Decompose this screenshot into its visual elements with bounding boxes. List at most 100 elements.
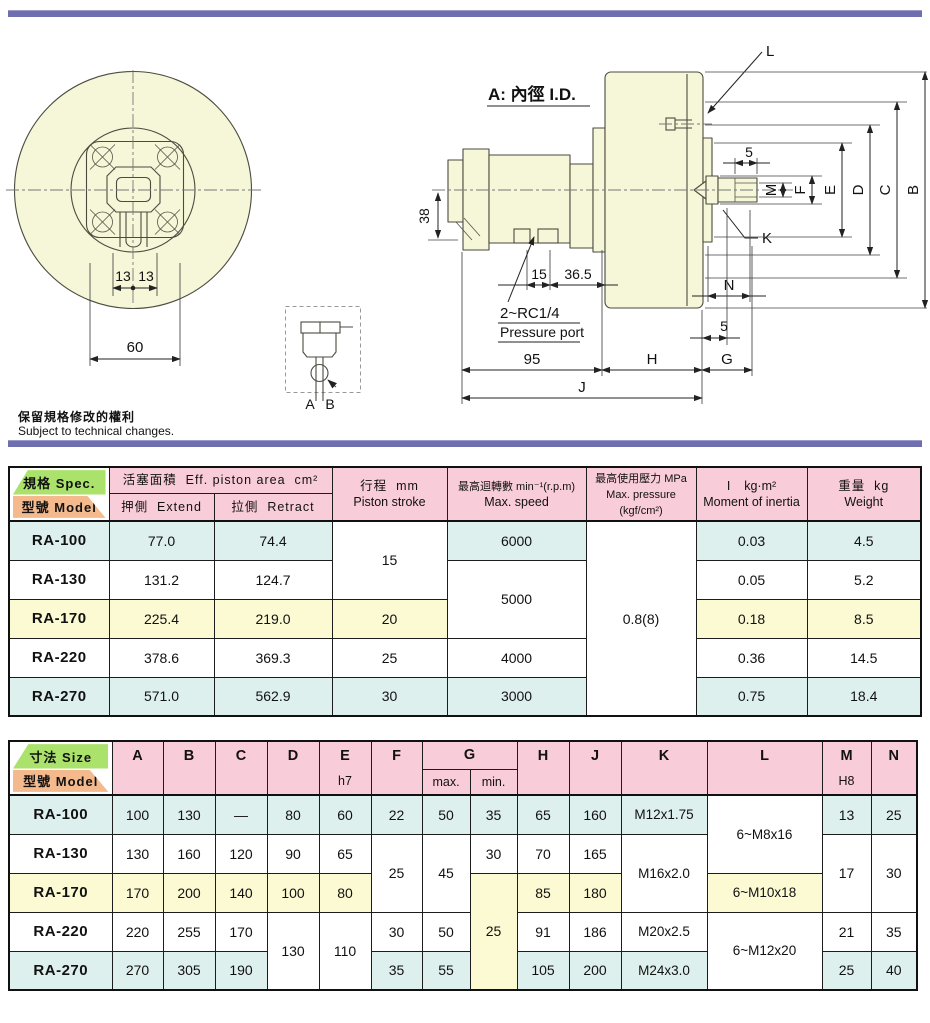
header-retract: 拉側 Retract xyxy=(213,492,333,522)
technical-drawings: 13 13 60 A B A: 內徑 I.D. xyxy=(6,43,929,410)
dim-cell-c: — xyxy=(214,794,268,835)
model-banner: 型號 Model xyxy=(12,495,106,518)
dim-label-M: M xyxy=(763,184,780,197)
model-cell: RA-270 xyxy=(8,676,110,717)
weight-cell: 14.5 xyxy=(806,637,922,678)
speed-cell: 4000 xyxy=(446,637,587,678)
speed-cell: 5000 xyxy=(446,559,587,639)
mount-bolt xyxy=(659,117,712,131)
header-col-a: A xyxy=(111,740,164,796)
header-col-k: K xyxy=(620,740,708,796)
dim-label-C: C xyxy=(877,184,894,195)
dim-cell-gmax: 45 xyxy=(421,833,471,913)
dim-cell-n: 30 xyxy=(870,833,918,913)
dim-cell-d: 100 xyxy=(266,872,320,913)
table-row-ra170: RA-170 170 200 140 100 80 25 85 180 6~M1… xyxy=(8,872,917,991)
dim-cell-c: 120 xyxy=(214,833,268,874)
dim-cell-gmax: 50 xyxy=(421,794,471,835)
dim-cell-b: 130 xyxy=(162,794,216,835)
dim-cell-k: M12x1.75 xyxy=(620,794,708,835)
header-col-c: C xyxy=(214,740,268,796)
stem-lines xyxy=(119,212,148,248)
dim-cell-m: 25 xyxy=(821,950,872,991)
dim-cell-d: 130 xyxy=(266,911,320,991)
model-cell: RA-100 xyxy=(8,794,113,835)
spec-corner-cell: 規格 Spec. 型號 Model xyxy=(8,466,110,522)
dim-label-15: 15 xyxy=(531,266,547,282)
pressure-port-2 xyxy=(537,228,559,244)
dim-cell-h: 70 xyxy=(516,833,570,874)
dim-cell-n: 40 xyxy=(870,950,918,991)
dim-label-E: E xyxy=(822,185,839,195)
pressure-port-caption: Pressure port xyxy=(500,324,584,340)
header-extend: 押側 Extend xyxy=(108,492,215,522)
spec-banner: 規格 Spec. xyxy=(12,470,106,495)
header-moment-of-inertia: I kg·m² Moment of inertia xyxy=(695,466,808,522)
model-cell: RA-170 xyxy=(8,598,110,639)
inertia-cell: 0.05 xyxy=(695,559,808,600)
dim-cell-m: 21 xyxy=(821,911,872,952)
dim-cell-e: 65 xyxy=(318,833,372,874)
table-row-ra220: RA-220 378.6 369.3 25 4000 0.36 14.5 xyxy=(8,637,922,678)
size-header-row-2: max. min. xyxy=(9,768,917,796)
port-b-label: B xyxy=(325,396,334,410)
dim-cell-l: 6~M8x16 xyxy=(706,794,823,874)
table-row-ra100: RA-100 77.0 74.4 15 6000 0.8(8) 0.03 4.5 xyxy=(8,520,922,717)
dim-label-F: F xyxy=(792,185,809,194)
stroke-cell: 25 xyxy=(331,637,448,678)
model-cell: RA-130 xyxy=(8,833,113,874)
weight-cell: 8.5 xyxy=(806,598,922,639)
dim-cell-a: 170 xyxy=(111,872,164,913)
dim-cell-e: 60 xyxy=(318,794,372,835)
dim-cell-m: 13 xyxy=(821,794,872,835)
disclaimer-en: Subject to technical changes. xyxy=(18,424,175,438)
dim-cell-k: M16x2.0 xyxy=(620,833,708,913)
dim-cell-h: 85 xyxy=(516,872,570,913)
extend-cell: 131.2 xyxy=(108,559,215,600)
inertia-cell: 0.18 xyxy=(695,598,808,639)
dim-cell-gmin: 30 xyxy=(469,833,518,874)
dim-cell-a: 100 xyxy=(111,794,164,835)
header-col-m: M H8 xyxy=(821,740,872,796)
dim-cell-c: 190 xyxy=(214,950,268,991)
size-corner-cell: 寸法 Size 型號 Model xyxy=(8,740,113,796)
dim-cell-j: 165 xyxy=(568,833,622,874)
dim-cell-a: 270 xyxy=(111,950,164,991)
header-g-min: min. xyxy=(469,768,518,796)
dim-label-13-left: 13 xyxy=(115,268,131,284)
dim-label-B: B xyxy=(905,185,922,195)
dim-cell-n: 25 xyxy=(870,794,918,835)
table-row-ra270: RA-270 571.0 562.9 30 3000 0.75 18.4 xyxy=(8,676,922,717)
inertia-cell: 0.36 xyxy=(695,637,808,678)
pressure-cell: 0.8(8) xyxy=(585,520,697,717)
dim-cell-k: M20x2.5 xyxy=(620,911,708,952)
accent-bar-top xyxy=(8,10,922,17)
stroke-cell: 20 xyxy=(331,598,448,639)
header-col-f: F xyxy=(370,740,423,796)
dim-cell-l: 6~M10x18 xyxy=(706,872,823,913)
speed-cell: 3000 xyxy=(446,676,587,717)
table-row-ra270: RA-270 270 305 190 35 55 105 200 M24x3.0… xyxy=(8,950,918,991)
port-schematic: A B xyxy=(285,306,361,410)
model-cell: RA-170 xyxy=(8,872,113,913)
disclaimer-note: 保留規格修改的權利 Subject to technical changes. xyxy=(18,410,174,438)
table-row-ra100: RA-100 100 130 — 80 60 22 50 35 65 160 M… xyxy=(8,794,918,874)
retract-cell: 124.7 xyxy=(213,559,333,600)
weight-cell: 4.5 xyxy=(806,520,922,561)
dim-cell-b: 255 xyxy=(162,911,216,952)
dim-cell-a: 130 xyxy=(111,833,164,874)
dim-cell-h: 65 xyxy=(516,794,570,835)
model-cell: RA-130 xyxy=(8,559,110,600)
dim-cell-h: 91 xyxy=(516,911,570,952)
side-view-body xyxy=(432,71,793,309)
header-col-h: H xyxy=(516,740,570,796)
header-col-b: B xyxy=(162,740,216,796)
dim-label-D: D xyxy=(850,184,867,195)
table-row-ra130: RA-130 130 160 120 90 65 25 45 30 70 165… xyxy=(8,833,918,913)
model-cell: RA-220 xyxy=(8,637,110,678)
dim-cell-h: 105 xyxy=(516,950,570,991)
header-col-l: L xyxy=(706,740,823,796)
diameter-dims: M F E D C B xyxy=(705,71,929,309)
